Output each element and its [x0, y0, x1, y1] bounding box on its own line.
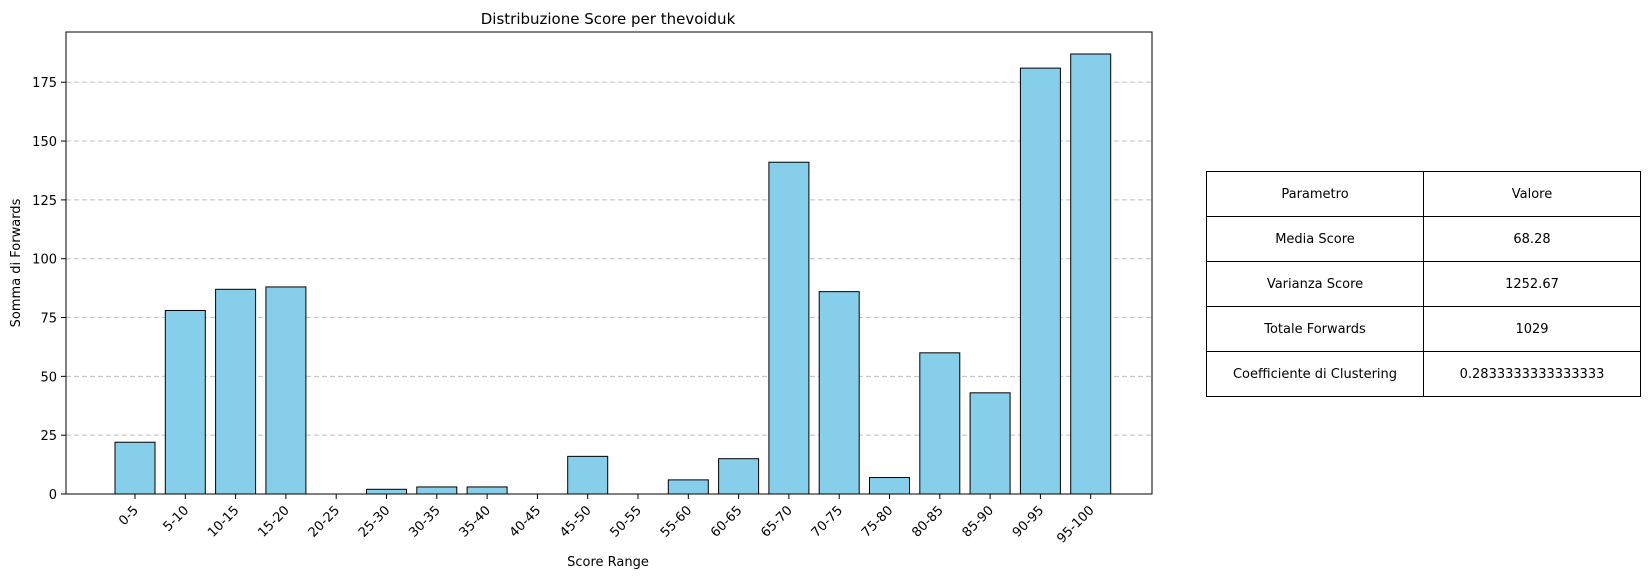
- x-tick-label: 55-60: [658, 503, 695, 540]
- chart-title: Distribuzione Score per thevoiduk: [481, 10, 736, 28]
- x-tick-label: 70-75: [809, 503, 846, 540]
- table-header-cell: Valore: [1423, 171, 1641, 217]
- y-tick-label: 25: [40, 429, 57, 444]
- x-tick-label: 15-20: [255, 503, 292, 540]
- x-tick-label: 95-100: [1054, 503, 1097, 546]
- y-tick-label: 75: [40, 312, 57, 327]
- y-tick-label: 50: [40, 370, 57, 385]
- bar: [416, 486, 458, 495]
- table-cell: 1029: [1423, 306, 1641, 352]
- y-tick-label: 150: [32, 135, 57, 150]
- table-cell: Coefficiente di Clustering: [1206, 351, 1424, 397]
- y-tick-label: 175: [32, 76, 57, 91]
- table-cell: 1252.67: [1423, 261, 1641, 307]
- bar: [265, 286, 307, 495]
- bar: [718, 458, 760, 495]
- x-tick-label: 5-10: [161, 503, 192, 534]
- table-cell: Totale Forwards: [1206, 306, 1424, 352]
- x-tick-label: 10-15: [205, 503, 242, 540]
- x-tick-label: 65-70: [758, 503, 795, 540]
- bar: [567, 455, 609, 495]
- y-tick-label: 0: [49, 488, 57, 503]
- bar: [969, 392, 1011, 495]
- x-tick-label: 50-55: [608, 503, 645, 540]
- plot-frame: [65, 31, 1153, 495]
- x-tick-label: 75-80: [859, 503, 896, 540]
- x-tick-label: 35-40: [457, 503, 494, 540]
- x-tick-label: 85-90: [960, 503, 997, 540]
- y-tick-label: 100: [32, 253, 57, 268]
- bar: [667, 479, 709, 495]
- table-cell: 0.2833333333333333: [1423, 351, 1641, 397]
- bar: [768, 161, 810, 495]
- bar: [215, 288, 257, 495]
- y-axis-label: Somma di Forwards: [9, 198, 24, 327]
- x-tick-label: 20-25: [306, 503, 343, 540]
- bar: [818, 291, 860, 495]
- x-tick-label: 90-95: [1010, 503, 1047, 540]
- table-row: Media Score 68.28: [1206, 216, 1641, 262]
- table-cell: Varianza Score: [1206, 261, 1424, 307]
- x-tick-label: 45-50: [557, 503, 594, 540]
- table-row: Varianza Score 1252.67: [1206, 261, 1641, 307]
- y-tick-label: 125: [32, 194, 57, 209]
- bar: [919, 352, 961, 495]
- bar: [366, 488, 407, 495]
- x-tick-label: 60-65: [708, 503, 745, 540]
- x-axis-ticks: 0-5 5-10 10-15 15-20 20-25 25-30 30-35 35-40 40-…: [116, 494, 1098, 546]
- table-row: Totale Forwards 1029: [1206, 306, 1641, 352]
- bar: [466, 486, 508, 495]
- bar: [114, 441, 156, 495]
- bar: [869, 477, 910, 495]
- x-tick-label: 80-85: [909, 503, 946, 540]
- bar: [164, 309, 206, 495]
- table-cell: 68.28: [1423, 216, 1641, 262]
- x-tick-label: 25-30: [356, 503, 393, 540]
- stats-table: Parametro Valore Media Score 68.28 Varia…: [1206, 171, 1641, 397]
- table-cell: Media Score: [1206, 216, 1424, 262]
- x-tick-label: 40-45: [507, 503, 544, 540]
- bars: [114, 53, 1112, 495]
- table-header-cell: Parametro: [1206, 171, 1424, 217]
- x-axis-label: Score Range: [567, 555, 649, 570]
- table-header-row: Parametro Valore: [1206, 171, 1641, 217]
- table-row: Coefficiente di Clustering 0.28333333333…: [1206, 351, 1641, 397]
- x-tick-label: 0-5: [116, 503, 142, 529]
- bar-chart: Distribuzione Score per thevoiduk 0 25 50 7…: [9, 10, 1153, 570]
- bar: [1070, 53, 1112, 495]
- bar: [1019, 67, 1061, 495]
- y-axis-ticks: 0 25 50 75 100 125 150 175: [32, 76, 66, 503]
- x-tick-label: 30-35: [406, 503, 443, 540]
